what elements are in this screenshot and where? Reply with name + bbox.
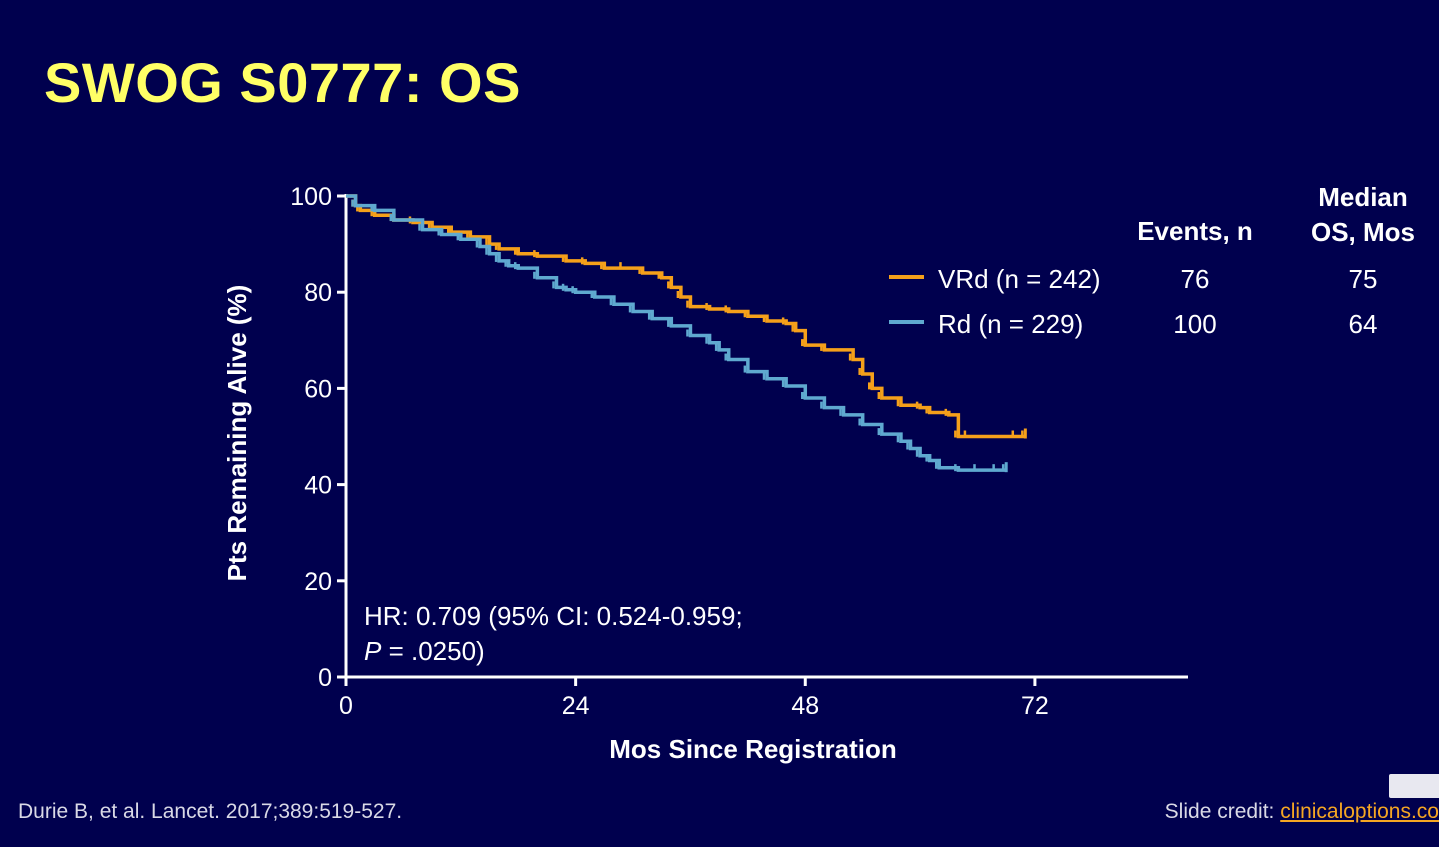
corner-logo — [1389, 774, 1439, 798]
x-axis-label: Mos Since Registration — [609, 734, 897, 764]
y-tick-label: 80 — [304, 279, 332, 307]
median-header-line1: Median — [1318, 182, 1408, 212]
x-tick-label: 24 — [562, 692, 590, 720]
hazard-ratio-annotation-line2: P = .0250) — [364, 636, 485, 666]
y-tick-label: 0 — [318, 664, 332, 692]
slide-credit-label: Slide credit: — [1164, 800, 1281, 823]
y-axis-label: Pts Remaining Alive (%) — [222, 285, 252, 582]
slide-title: SWOG S0777: OS — [44, 51, 521, 114]
median-header-line2: OS, Mos — [1311, 217, 1415, 247]
hazard-ratio-annotation-line1: HR: 0.709 (95% CI: 0.524-0.959; — [364, 601, 743, 631]
series-line-vrd — [346, 194, 1026, 439]
x-tick-label: 48 — [791, 692, 819, 720]
y-tick-label: 20 — [304, 568, 332, 596]
x-tick-label: 72 — [1021, 692, 1049, 720]
citation: Durie B, et al. Lancet. 2017;389:519-527… — [18, 800, 403, 823]
legend-label-rd: Rd (n = 229) — [938, 309, 1083, 339]
survival-curves — [346, 194, 1027, 473]
median-value-vrd: 75 — [1349, 264, 1378, 294]
p-value-italic: P — [364, 636, 382, 666]
chart-legend: VRd (n = 242) 76 75 Rd (n = 229) 100 64 — [889, 264, 1377, 339]
y-tick-label: 60 — [304, 375, 332, 403]
events-header: Events, n — [1137, 216, 1253, 246]
y-tick-label: 40 — [304, 472, 332, 500]
slide-credit-link[interactable]: clinicaloptions.co — [1280, 800, 1439, 823]
events-value-vrd: 76 — [1181, 264, 1210, 294]
series-line-rd — [346, 194, 1007, 472]
events-value-rd: 100 — [1173, 309, 1216, 339]
p-value-text: = .0250) — [381, 636, 484, 666]
legend-label-vrd: VRd (n = 242) — [938, 264, 1101, 294]
chart-axes: 0 20 40 60 80 100 0 24 48 72 — [290, 183, 1188, 720]
slide-credit: Slide credit: clinicaloptions.co — [1165, 800, 1439, 824]
median-value-rd: 64 — [1349, 309, 1378, 339]
x-tick-label: 0 — [339, 692, 353, 720]
y-tick-label: 100 — [290, 183, 332, 211]
